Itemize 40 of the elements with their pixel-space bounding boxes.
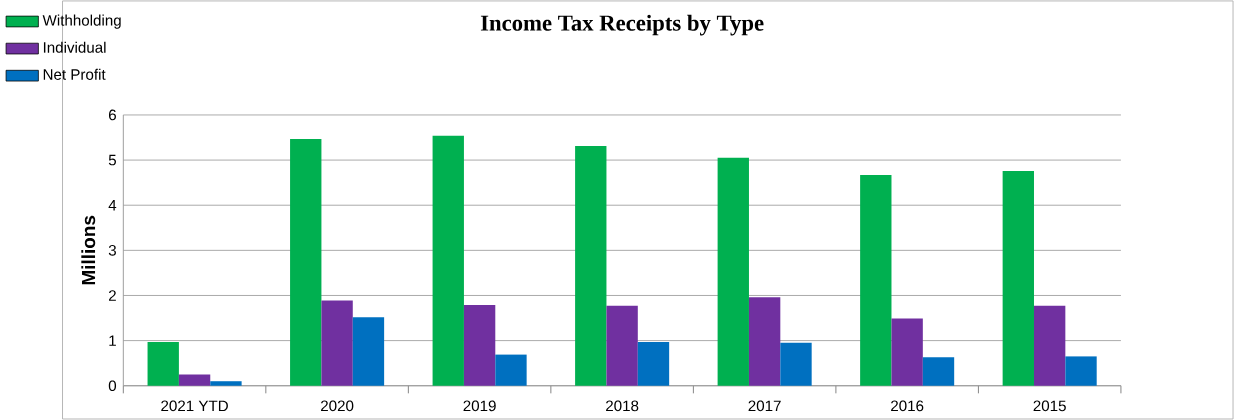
bar bbox=[210, 381, 242, 386]
bar bbox=[178, 374, 211, 386]
x-tick-label: 2018 bbox=[606, 400, 639, 412]
bar bbox=[495, 354, 527, 386]
legend-label: Net Profit bbox=[43, 68, 106, 80]
bar bbox=[780, 342, 812, 386]
chart-title: Income Tax Receipts by Type bbox=[480, 14, 764, 36]
legend-label: Withholding bbox=[42, 14, 121, 29]
x-tick-label: 2020 bbox=[321, 400, 354, 412]
bar bbox=[575, 146, 607, 386]
bar bbox=[321, 300, 353, 386]
bar bbox=[922, 357, 955, 386]
y-axis-title: Millions bbox=[81, 215, 96, 285]
y-tick-label: 0 bbox=[108, 380, 117, 392]
y-tick-label: 2 bbox=[108, 290, 116, 301]
bar bbox=[147, 341, 179, 386]
y-tick-label: 1 bbox=[109, 335, 116, 346]
bar bbox=[748, 297, 781, 386]
bar bbox=[463, 304, 496, 386]
x-tick-label: 2017 bbox=[748, 400, 781, 412]
bar bbox=[290, 138, 322, 386]
bar bbox=[891, 318, 923, 386]
legend-label: Individual bbox=[43, 41, 106, 53]
x-tick-label: 2019 bbox=[463, 400, 496, 412]
bar bbox=[860, 175, 892, 386]
bar bbox=[637, 341, 670, 386]
bar bbox=[352, 317, 385, 386]
x-tick-label: 2016 bbox=[891, 400, 924, 412]
bar bbox=[1033, 305, 1066, 386]
x-tick-label: 2021 YTD bbox=[161, 400, 228, 412]
bar bbox=[717, 157, 749, 386]
y-tick-label: 6 bbox=[108, 109, 116, 121]
bar bbox=[606, 305, 638, 386]
bar bbox=[1002, 170, 1034, 386]
y-tick-label: 3 bbox=[108, 245, 116, 256]
bar bbox=[1065, 356, 1097, 386]
y-tick-label: 4 bbox=[108, 200, 117, 211]
x-tick-label: 2015 bbox=[1033, 400, 1066, 412]
bar bbox=[432, 135, 464, 386]
y-tick-label: 5 bbox=[108, 154, 116, 166]
